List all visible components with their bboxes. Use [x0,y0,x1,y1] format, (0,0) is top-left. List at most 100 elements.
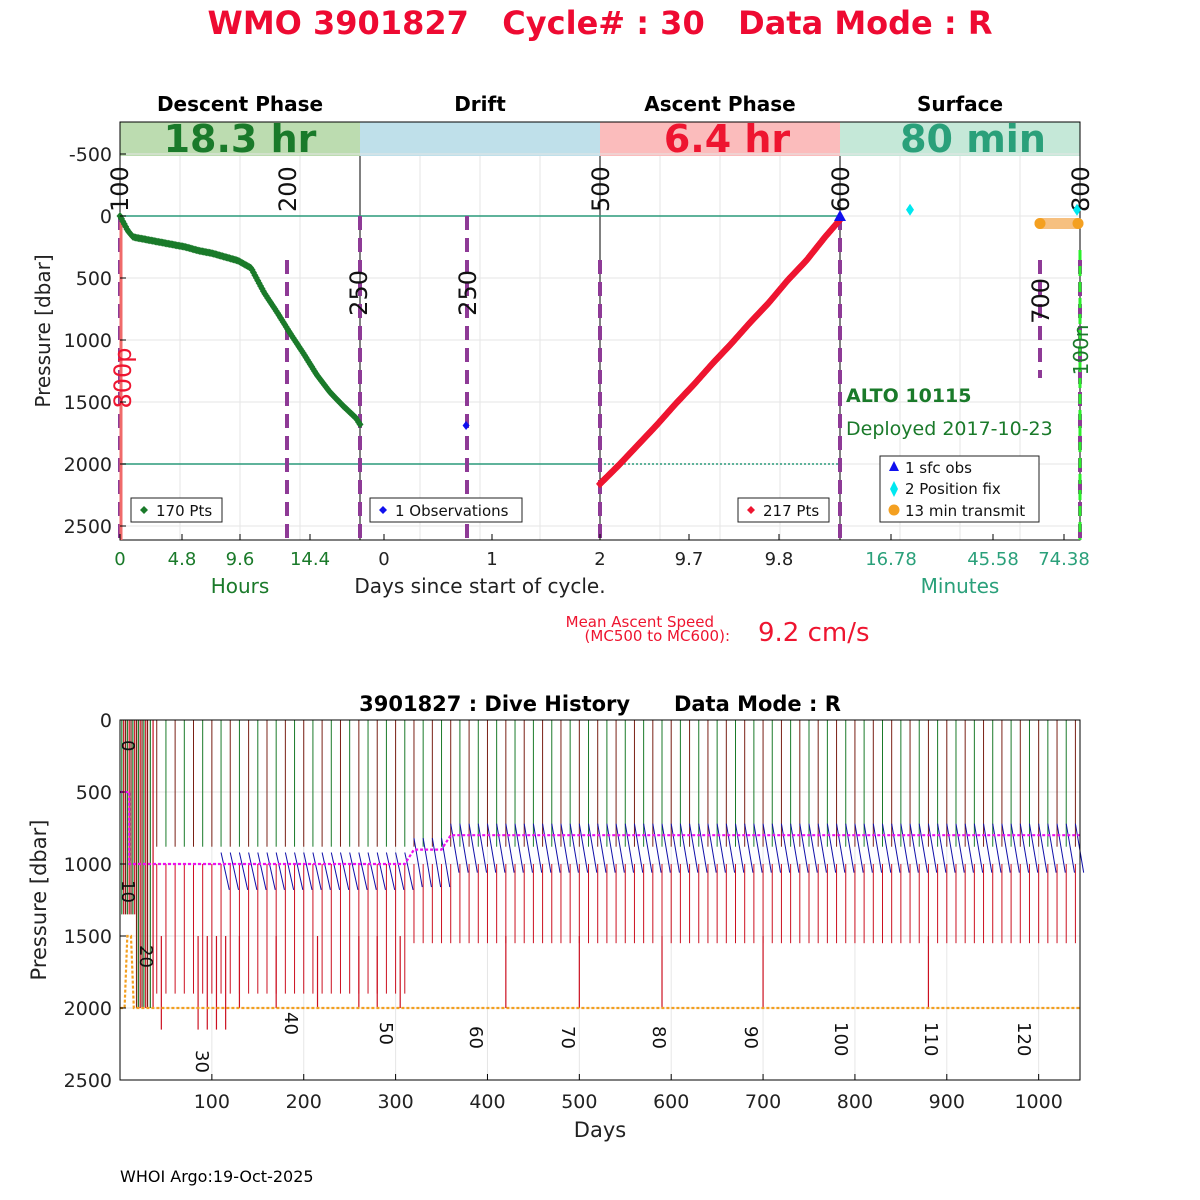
drift-trace [588,823,598,873]
bottom-x-tick-label: 800 [837,1091,873,1113]
cycle-number-label: 110 [920,1022,941,1056]
drift-trace [643,823,653,873]
top-y-tick-label: 1500 [64,392,112,414]
deployment-date: Deployed 2017-10-23 [846,418,1053,440]
top-y-axis-label: Pressure [dbar] [31,254,55,407]
bottom-x-tick-label: 200 [286,1091,322,1113]
top-y-tick-label: -500 [69,144,112,166]
drift-trace [707,823,717,873]
drift-trace [395,852,405,891]
drift-trace [918,823,928,873]
transmit-point [1034,217,1046,229]
drift-legend-label: 1 Observations [395,502,509,520]
cycle-number-label: 0 [117,740,138,751]
drift-trace [597,823,607,873]
footer-credit: WHOI Argo:19-Oct-2025 [120,1167,314,1186]
drift-trace [762,823,772,873]
descent-band [120,122,360,156]
bottom-y-tick-label: 0 [100,710,112,732]
drift-trace [376,852,386,891]
drift-trace [679,823,690,873]
drift-trace [404,852,414,891]
surface-obs-point [834,210,846,221]
bottom-plot-frame [119,719,1081,1081]
top-x-tick-label: 0 [114,549,125,570]
bottom-y-ticks: 0 500 1000 1500 2000 2500 [64,710,126,1092]
bottom-y-tick-label: 500 [76,782,112,804]
cycle-number-labels: 0 10 20 30 40 50 60 70 80 90 100 110 120 [117,740,1034,1073]
drift-trace [946,823,956,873]
drift-point [462,421,470,431]
drift-trace [339,852,350,891]
surface-side-label: 100n [1069,325,1093,376]
drift-trace [716,823,726,873]
drift-trace [1001,823,1011,873]
drift-phase-header: Drift [454,92,506,116]
drift-trace [441,837,451,888]
drift-trace [486,823,497,873]
bottom-x-ticks: 100 200 300 400 500 600 700 800 900 1000 [194,1074,1063,1113]
float-model: ALTO 10115 [846,385,972,407]
ascent-band [600,122,840,156]
drift-trace [422,837,432,888]
drift-trace [1056,823,1066,873]
hours-label: Hours [211,574,270,598]
drift-trace [836,823,846,873]
drift-trace [358,852,368,891]
bottom-x-tick-label: 400 [469,1091,505,1113]
drift-trace [532,823,543,873]
drift-trace [496,823,506,873]
cycle-number-label: 100 [830,1022,851,1056]
drift-trace [927,823,938,873]
top-x-tick-label: 16.78 [865,549,917,570]
mission-code-label: 100 [106,166,134,212]
drift-trace [881,823,892,873]
drift-trace [266,852,276,891]
transmit-point [1072,217,1084,229]
bottom-y-tick-label: 2000 [64,998,112,1020]
bottom-x-axis-label: Days [574,1118,626,1142]
park-depth-line [120,790,1080,866]
drift-trace [431,837,442,888]
drift-trace [560,823,570,873]
surface-duration: 80 min [900,117,1046,161]
drift-trace [698,823,708,873]
surface-band [840,122,1080,156]
drift-trace [845,823,855,873]
descent-point [356,420,364,429]
drift-legend: 1 Observations [369,497,523,523]
drift-trace [229,852,239,891]
profile-depth-line [120,934,1080,1010]
bottom-x-tick-label: 600 [653,1091,689,1113]
surface-legend-fix: 2 Position fix [905,480,1001,498]
top-x-ticks: 0 4.8 9.6 14.4 0 1 2 9.7 9.8 16.78 45.58 74.38 [114,534,1090,570]
drift-trace [799,823,809,873]
top-data-series [116,203,1084,489]
surface-legend: 1 sfc obs 2 Position fix 13 min transmit [879,455,1040,523]
surface-legend-transmit: 13 min transmit [905,502,1025,520]
top-x-tick-label: 45.58 [967,549,1019,570]
bottom-x-tick-label: 300 [377,1091,413,1113]
drift-trace [1047,823,1057,873]
cycle-number-label: 120 [1013,1022,1034,1056]
top-y-tick-label: 0 [100,206,112,228]
drift-trace [826,823,837,873]
cycle-number-label: 20 [135,945,156,968]
drift-band [360,122,600,156]
drift-trace [753,823,763,873]
drift-trace [863,823,873,873]
drift-trace [294,852,304,891]
drift-trace [661,823,671,873]
drift-trace [349,852,359,891]
drift-trace [937,823,947,873]
mission-code-label: 700 [1027,278,1055,324]
drift-trace [303,852,313,891]
bottom-y-axis-label: Pressure [dbar] [27,820,51,981]
mission-code-label: 500 [587,166,615,212]
descent-side-label: 800p [109,347,137,408]
drift-trace [689,823,699,873]
ascent-phase-header: Ascent Phase [644,92,795,116]
drift-trace [780,823,791,873]
drift-trace [459,823,469,873]
